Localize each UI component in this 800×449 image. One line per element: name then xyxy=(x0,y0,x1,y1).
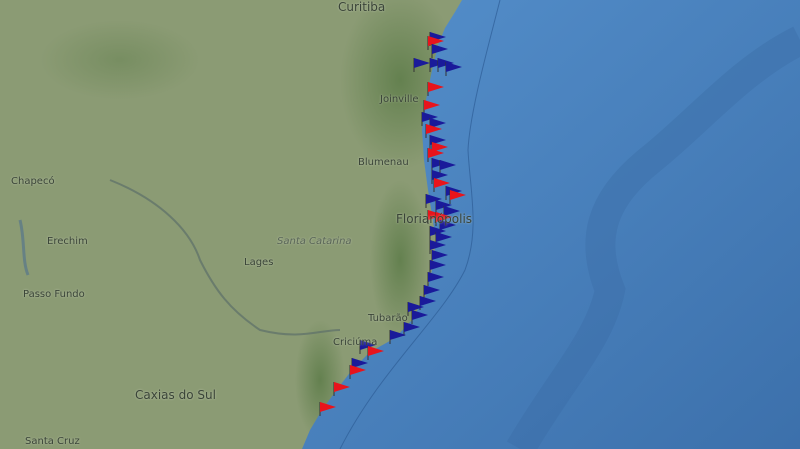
red-flag-icon xyxy=(434,178,450,188)
ocean-ridge xyxy=(507,26,800,449)
blue-flag-icon xyxy=(404,322,420,332)
blue-flag-icon xyxy=(436,232,452,242)
forest-area xyxy=(40,20,200,100)
red-flag-icon xyxy=(428,148,444,158)
blue-flag-marker[interactable] xyxy=(431,44,448,58)
red-flag-icon xyxy=(450,190,466,200)
city-label-passo-fundo: Passo Fundo xyxy=(23,289,85,300)
red-flag-marker[interactable] xyxy=(333,382,350,396)
blue-flag-marker[interactable] xyxy=(429,240,446,254)
blue-flag-icon xyxy=(352,358,368,368)
reservoir xyxy=(18,219,30,276)
blue-flag-icon xyxy=(444,206,460,216)
blue-flag-marker[interactable] xyxy=(411,310,428,324)
blue-flag-icon xyxy=(422,112,438,122)
blue-flag-icon xyxy=(360,340,376,350)
blue-flag-icon xyxy=(440,220,456,230)
blue-flag-icon xyxy=(430,240,446,250)
ocean xyxy=(302,0,800,449)
city-label-tubarao: Tubarão xyxy=(368,313,408,324)
city-label-lages: Lages xyxy=(244,257,274,268)
continental-shelf-edge xyxy=(339,0,501,449)
red-flag-icon xyxy=(426,124,442,134)
city-label-curitiba: Curitiba xyxy=(338,0,386,14)
blue-flag-marker[interactable] xyxy=(425,194,442,208)
red-flag-icon xyxy=(428,82,444,92)
blue-flag-icon xyxy=(420,296,436,306)
red-flag-icon xyxy=(368,346,384,356)
blue-flag-marker[interactable] xyxy=(435,200,452,214)
blue-flag-icon xyxy=(440,160,456,170)
blue-flag-icon xyxy=(408,302,424,312)
blue-flag-marker[interactable] xyxy=(403,322,420,336)
blue-flag-icon xyxy=(446,62,462,72)
red-flag-marker[interactable] xyxy=(319,402,336,416)
blue-flag-icon xyxy=(430,260,446,270)
blue-flag-icon xyxy=(430,118,446,128)
red-flag-marker[interactable] xyxy=(449,190,466,204)
city-label-joinville: Joinville xyxy=(380,94,419,105)
blue-flag-marker[interactable] xyxy=(429,226,446,240)
blue-flag-marker[interactable] xyxy=(423,285,440,299)
red-flag-marker[interactable] xyxy=(427,82,444,96)
blue-flag-icon xyxy=(414,58,430,68)
city-label-erechim: Erechim xyxy=(47,236,88,247)
blue-flag-marker[interactable] xyxy=(427,272,444,286)
blue-flag-icon xyxy=(430,226,446,236)
red-flag-icon xyxy=(424,100,440,110)
blue-flag-icon xyxy=(412,310,428,320)
blue-flag-icon xyxy=(436,200,452,210)
blue-flag-icon xyxy=(430,135,446,145)
blue-flag-marker[interactable] xyxy=(439,160,456,174)
red-flag-marker[interactable] xyxy=(349,365,366,379)
city-label-caxias-do-sul: Caxias do Sul xyxy=(135,388,216,402)
blue-flag-icon xyxy=(432,250,448,260)
city-label-chapeco: Chapecó xyxy=(11,176,55,187)
forest-area xyxy=(370,180,430,340)
city-label-criciuma: Criciúma xyxy=(333,337,378,348)
city-label-blumenau: Blumenau xyxy=(358,157,409,168)
markers-layer xyxy=(319,32,466,416)
red-flag-icon xyxy=(428,36,444,46)
red-flag-icon xyxy=(350,365,366,375)
blue-flag-icon xyxy=(424,285,440,295)
river xyxy=(109,179,341,336)
blue-flag-icon xyxy=(432,170,448,180)
blue-flag-marker[interactable] xyxy=(407,302,424,316)
blue-flag-icon xyxy=(432,44,448,54)
blue-flag-icon xyxy=(428,272,444,282)
red-flag-marker[interactable] xyxy=(435,212,452,226)
blue-flag-marker[interactable] xyxy=(429,260,446,274)
blue-flag-marker[interactable] xyxy=(421,112,438,126)
red-flag-icon xyxy=(320,402,336,412)
red-flag-icon xyxy=(436,212,452,222)
blue-flag-marker[interactable] xyxy=(431,170,448,184)
blue-flag-icon xyxy=(390,330,406,340)
red-flag-marker[interactable] xyxy=(427,36,444,50)
red-flag-marker[interactable] xyxy=(423,100,440,114)
blue-flag-marker[interactable] xyxy=(359,340,376,354)
red-flag-icon xyxy=(432,142,448,152)
city-label-florianopolis: Florianópolis xyxy=(396,212,473,226)
blue-flag-icon xyxy=(426,194,442,204)
red-flag-marker[interactable] xyxy=(427,148,444,162)
city-label-santa-cruz: Santa Cruz xyxy=(25,436,80,447)
red-flag-marker[interactable] xyxy=(433,178,450,192)
red-flag-marker[interactable] xyxy=(367,346,384,360)
state-label-santa-catarina: Santa Catarina xyxy=(277,236,352,247)
blue-flag-marker[interactable] xyxy=(389,330,406,344)
red-flag-icon xyxy=(334,382,350,392)
red-flag-marker[interactable] xyxy=(425,124,442,138)
blue-flag-marker[interactable] xyxy=(413,58,430,72)
blue-flag-marker[interactable] xyxy=(429,135,446,149)
blue-flag-marker[interactable] xyxy=(445,62,462,76)
